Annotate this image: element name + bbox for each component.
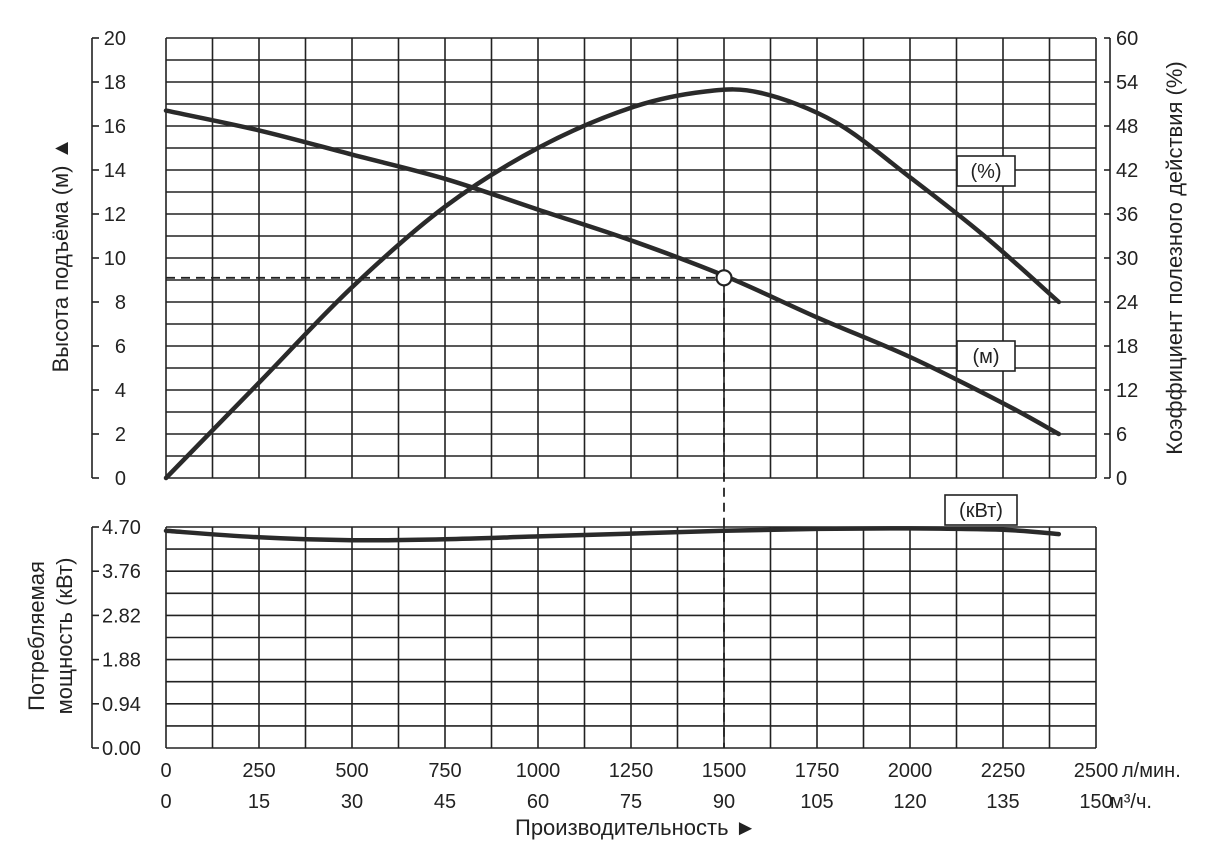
power-tick-label: 2.82	[102, 605, 141, 627]
efficiency-tick-label: 30	[1116, 248, 1138, 270]
head-tick-label: 18	[104, 72, 126, 94]
head-tick-label: 4	[115, 380, 126, 402]
head-tick-label: 6	[115, 336, 126, 358]
efficiency-tick-label: 24	[1116, 292, 1138, 314]
x-tick-lpm: 250	[242, 760, 275, 782]
power-tick-label: 0.00	[102, 738, 141, 760]
efficiency-tick-label: 42	[1116, 160, 1138, 182]
x-unit-m3h: м³/ч.	[1110, 791, 1152, 813]
head-tick-label: 2	[115, 424, 126, 446]
efficiency-tick-label: 6	[1116, 424, 1127, 446]
head-tick-label: 20	[104, 28, 126, 50]
power-curve	[163, 526, 1062, 543]
power-tick-label: 0.94	[102, 694, 141, 716]
power-tick-label: 3.76	[102, 561, 141, 583]
head-axis-label: Высота подъёма (м) ▲	[48, 138, 73, 373]
x-tick-m3h: 135	[986, 791, 1019, 813]
x-tick-m3h: 90	[713, 791, 735, 813]
x-tick-m3h: 75	[620, 791, 642, 813]
efficiency-curve	[163, 87, 1062, 481]
efficiency-tick-label: 0	[1116, 468, 1127, 490]
head-curve	[163, 108, 1062, 437]
x-tick-m3h: 150	[1079, 791, 1112, 813]
axes	[91, 37, 1111, 749]
x-unit-lpm: л/мин.	[1122, 760, 1181, 782]
x-tick-m3h: 30	[341, 791, 363, 813]
x-axis-label: Производительность ►	[515, 815, 756, 840]
x-tick-lpm: 1500	[702, 760, 747, 782]
x-tick-m3h: 0	[160, 791, 171, 813]
x-tick-lpm: 2500	[1074, 760, 1119, 782]
head-tick-label: 0	[115, 468, 126, 490]
legend-label-efficiency: (%)	[970, 161, 1001, 183]
efficiency-tick-label: 18	[1116, 336, 1138, 358]
tick-labels: 024681012141618200.000.941.882.823.764.7…	[102, 28, 1138, 813]
x-tick-lpm: 1000	[516, 760, 561, 782]
head-tick-label: 10	[104, 248, 126, 270]
x-tick-m3h: 60	[527, 791, 549, 813]
x-tick-m3h: 120	[893, 791, 926, 813]
x-tick-m3h: 45	[434, 791, 456, 813]
x-tick-m3h: 105	[800, 791, 833, 813]
efficiency-tick-label: 54	[1116, 72, 1138, 94]
grid	[165, 37, 1097, 749]
x-tick-lpm: 1750	[795, 760, 840, 782]
x-tick-lpm: 2000	[888, 760, 933, 782]
efficiency-tick-label: 48	[1116, 116, 1138, 138]
operating-point-marker	[715, 269, 733, 287]
power-axis-label-line2: мощность (кВт)	[52, 558, 77, 715]
legend-label-head: (м)	[972, 346, 999, 368]
x-tick-m3h: 15	[248, 791, 270, 813]
x-tick-lpm: 1250	[609, 760, 654, 782]
legend-box-efficiency	[956, 155, 1016, 187]
efficiency-axis-label: Коэффициент полезного действия (%)	[1162, 61, 1187, 455]
efficiency-tick-label: 36	[1116, 204, 1138, 226]
legend-label-power: (кВт)	[959, 500, 1003, 522]
head-tick-label: 16	[104, 116, 126, 138]
head-tick-label: 14	[104, 160, 126, 182]
power-tick-label: 4.70	[102, 517, 141, 539]
x-tick-lpm: 750	[428, 760, 461, 782]
legends: (м) (%) (кВт)	[944, 155, 1018, 526]
power-tick-label: 1.88	[102, 650, 141, 672]
legend-box-power	[944, 494, 1018, 526]
x-tick-lpm: 0	[160, 760, 171, 782]
efficiency-tick-label: 60	[1116, 28, 1138, 50]
x-tick-lpm: 2250	[981, 760, 1026, 782]
legend-box-head	[956, 340, 1016, 372]
power-axis-label-line1: Потребляемая	[24, 561, 49, 711]
efficiency-tick-label: 12	[1116, 380, 1138, 402]
x-tick-lpm: 500	[335, 760, 368, 782]
head-tick-label: 8	[115, 292, 126, 314]
curves	[163, 87, 1062, 748]
head-tick-label: 12	[104, 204, 126, 226]
